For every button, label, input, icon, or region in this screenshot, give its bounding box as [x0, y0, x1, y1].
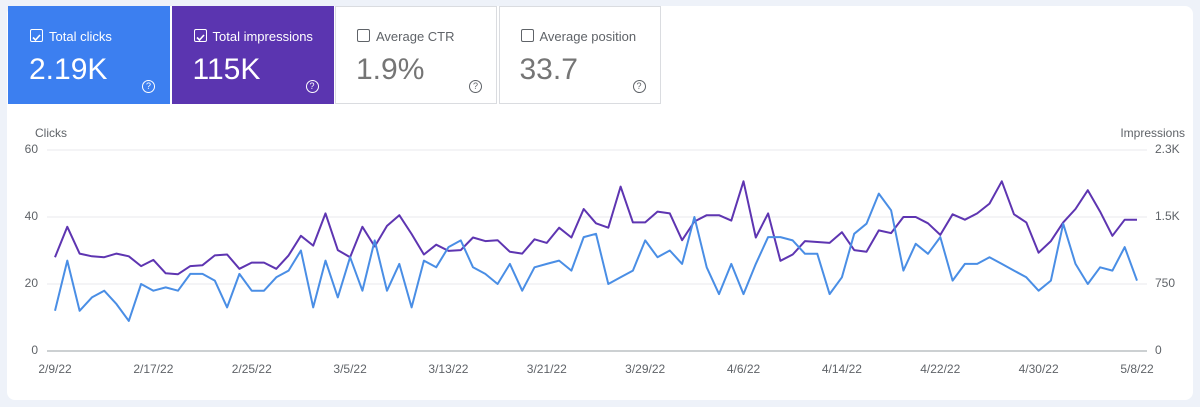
metric-label: Total clicks [49, 29, 112, 44]
y2-tick-label: 2.3K [1155, 142, 1180, 156]
x-tick-label: 3/5/22 [333, 362, 367, 376]
metric-card[interactable]: Average CTR 1.9%? [335, 6, 497, 104]
metric-label: Average CTR [376, 29, 455, 44]
x-tick-label: 2/25/22 [232, 362, 272, 376]
y-tick-label: 60 [25, 142, 39, 156]
series-line [54, 192, 1138, 322]
y-tick-label: 20 [25, 276, 39, 290]
y-axis-label: Clicks [35, 126, 67, 140]
x-tick-label: 2/17/22 [133, 362, 173, 376]
checkbox[interactable] [30, 29, 43, 42]
y2-tick-label: 0 [1155, 343, 1162, 357]
x-tick-label: 4/30/22 [1019, 362, 1059, 376]
y2-tick-label: 1.5K [1155, 209, 1180, 223]
x-tick-label: 4/22/22 [920, 362, 960, 376]
metric-label: Total impressions [212, 29, 313, 44]
x-tick-label: 4/14/22 [822, 362, 862, 376]
x-tick-label: 2/9/22 [38, 362, 72, 376]
metric-card[interactable]: Total impressions 115K? [171, 6, 334, 104]
y-tick-label: 40 [25, 209, 39, 223]
x-tick-label: 5/8/22 [1120, 362, 1154, 376]
metric-value: 115K [192, 53, 261, 86]
help-icon[interactable]: ? [469, 80, 482, 93]
checkbox[interactable] [520, 29, 534, 42]
y2-axis-label: Impressions [1120, 126, 1185, 140]
checkbox[interactable] [357, 29, 370, 42]
series-line [54, 180, 1137, 276]
metric-card[interactable]: Total clicks 2.19K? [8, 6, 170, 104]
x-tick-label: 4/6/22 [727, 362, 761, 376]
metric-value: 2.19K [29, 53, 108, 86]
help-icon[interactable]: ? [305, 80, 319, 93]
metric-card[interactable]: Average position 33.7? [498, 6, 661, 104]
metric-value: 33.7 [519, 53, 578, 86]
checkbox[interactable] [193, 29, 207, 42]
x-tick-label: 3/21/22 [527, 362, 567, 376]
y-tick-label: 0 [31, 343, 38, 357]
x-tick-label: 3/13/22 [428, 362, 468, 376]
x-tick-label: 3/29/22 [625, 362, 665, 376]
help-icon[interactable]: ? [142, 80, 155, 93]
metric-label: Average position [539, 29, 637, 44]
y2-tick-label: 750 [1155, 276, 1175, 290]
metric-value: 1.9% [356, 53, 425, 86]
help-icon[interactable]: ? [632, 80, 646, 93]
